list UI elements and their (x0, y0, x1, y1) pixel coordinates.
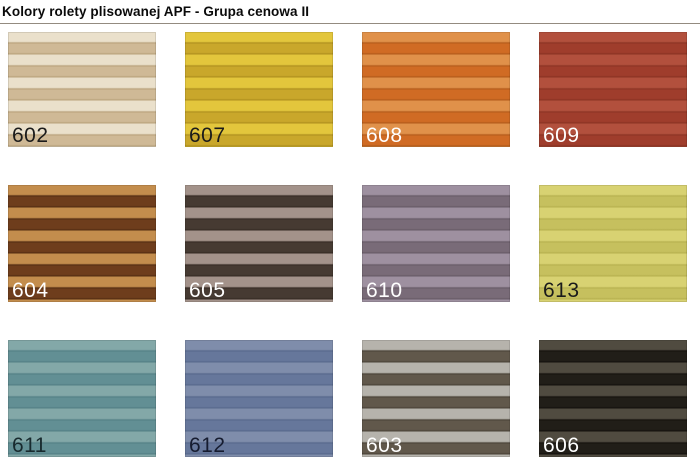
color-swatch: 605 (185, 185, 333, 302)
color-swatch: 611 (8, 340, 156, 457)
swatch-code-label: 605 (189, 279, 226, 302)
color-swatch: 610 (362, 185, 510, 302)
color-swatch: 604 (8, 185, 156, 302)
color-swatch: 613 (539, 185, 687, 302)
swatch-code-label: 608 (366, 124, 403, 147)
swatch-code-label: 606 (543, 434, 580, 457)
swatch-code-label: 611 (12, 434, 47, 457)
swatch-code-label: 603 (366, 434, 403, 457)
swatch-code-label: 613 (543, 279, 580, 302)
color-swatch: 612 (185, 340, 333, 457)
swatch-code-label: 609 (543, 124, 580, 147)
color-swatch: 607 (185, 32, 333, 147)
color-swatch: 602 (8, 32, 156, 147)
swatch-grid: 602 607 608 609 604 605 610 613 611 612 (8, 32, 700, 457)
swatch-code-label: 604 (12, 279, 49, 302)
swatch-code-label: 610 (366, 279, 403, 302)
title-rule (0, 23, 700, 24)
page-title: Kolory rolety plisowanej APF - Grupa cen… (2, 4, 310, 19)
color-swatch: 609 (539, 32, 687, 147)
color-swatch: 603 (362, 340, 510, 457)
swatch-code-label: 602 (12, 124, 49, 147)
swatch-code-label: 612 (189, 434, 226, 457)
swatch-code-label: 607 (189, 124, 226, 147)
color-swatch: 606 (539, 340, 687, 457)
color-swatch: 608 (362, 32, 510, 147)
